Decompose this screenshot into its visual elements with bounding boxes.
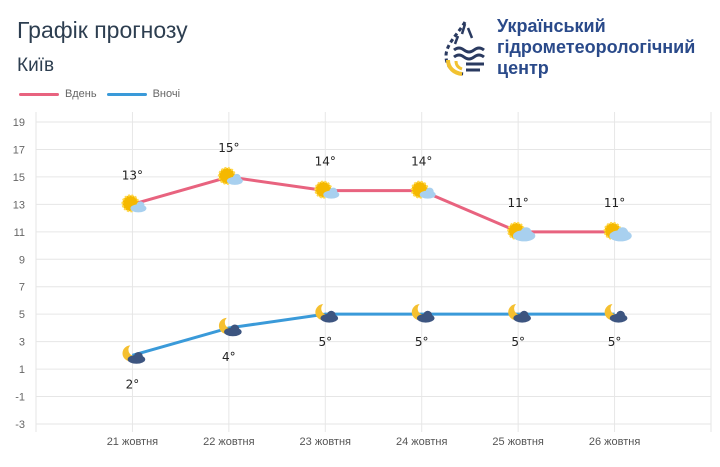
cloud-icon	[134, 351, 143, 361]
y-tick-label: 15	[13, 172, 25, 184]
x-tick-label: 26 жовтня	[589, 436, 640, 448]
cloud-icon	[232, 173, 241, 182]
day-series-line	[132, 175, 615, 234]
cloud-icon	[326, 310, 336, 320]
night-temp-label: 2°	[126, 377, 140, 391]
y-tick-label: 9	[19, 254, 25, 266]
ukrhydromet-logo-icon	[444, 21, 485, 76]
legend-night-swatch	[106, 92, 147, 96]
y-tick-label: 3	[19, 337, 25, 349]
night-temp-label: 5°	[318, 335, 332, 349]
organization-name: Український гідрометеорологічний центр	[497, 16, 695, 79]
night-temp-label: 5°	[415, 335, 429, 349]
day-temp-label: 14°	[315, 155, 336, 169]
chart-legend: Вдень Вночі	[19, 88, 180, 100]
y-tick-label: 1	[19, 364, 25, 376]
y-tick-label: -3	[15, 419, 25, 431]
cloud-icon	[616, 310, 625, 320]
y-tick-label: -1	[15, 392, 25, 404]
y-tick-label: 11	[14, 227, 25, 239]
y-tick-label: 7	[19, 282, 25, 294]
day-temp-label: 15°	[218, 141, 239, 155]
cloud-icon	[136, 201, 145, 210]
legend-night-label[interactable]: Вночі	[152, 88, 181, 100]
x-tick-label: 21 жовтня	[107, 436, 158, 448]
org-line-2: гідрометеорологічний	[497, 37, 696, 57]
x-tick-label: 22 жовтня	[203, 436, 254, 448]
y-tick-label: 5	[19, 309, 25, 321]
cloud-icon	[519, 310, 529, 320]
x-tick-label: 24 жовтня	[396, 436, 447, 448]
legend-day-swatch	[19, 92, 59, 96]
cloud-icon	[425, 187, 434, 196]
night-series-line	[132, 312, 615, 357]
org-line-3: центр	[497, 58, 549, 78]
y-tick-label: 17	[13, 144, 25, 156]
day-temp-label: 11°	[508, 196, 529, 210]
y-tick-label: 13	[13, 199, 25, 211]
x-tick-label: 25 жовтня	[492, 436, 543, 448]
cloud-icon	[423, 310, 433, 320]
x-tick-label: 23 жовтня	[300, 436, 351, 448]
org-line-1: Український	[497, 16, 606, 36]
city-name: Київ	[17, 55, 55, 76]
page-title: Графік прогнозу	[17, 17, 188, 43]
night-temp-label: 5°	[608, 335, 622, 349]
cloud-icon	[520, 227, 532, 239]
night-temp-label: 5°	[511, 335, 525, 349]
day-temp-label: 11°	[604, 196, 625, 210]
legend-day-label[interactable]: Вдень	[65, 88, 97, 100]
day-temp-label: 13°	[122, 168, 143, 182]
cloud-icon	[230, 324, 240, 334]
y-tick-label: 19	[13, 117, 25, 129]
night-temp-label: 4°	[222, 350, 236, 364]
cloud-icon	[616, 227, 629, 239]
cloud-icon	[329, 187, 338, 196]
day-temp-label: 14°	[411, 155, 432, 169]
